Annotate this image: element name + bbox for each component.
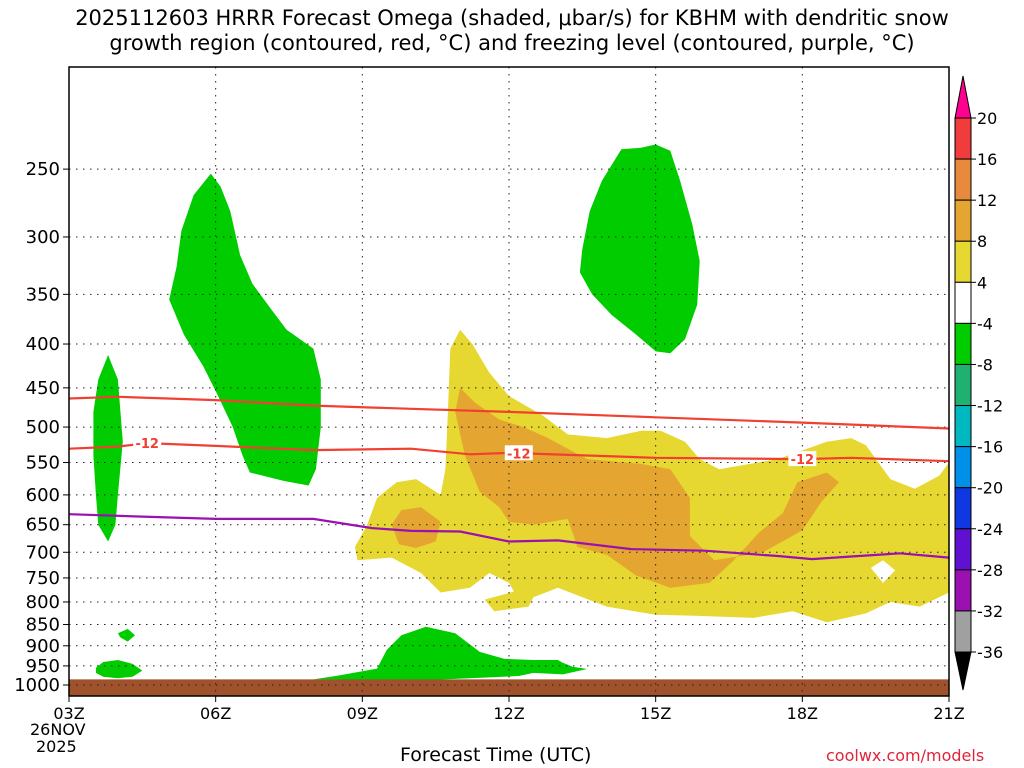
colorbar-segment-10 bbox=[954, 528, 972, 571]
y-axis: 2503003504004505005506006507007508008509… bbox=[14, 159, 69, 696]
source-credit: coolwx.com/models bbox=[826, 746, 985, 765]
y-tick-label-800: 800 bbox=[26, 592, 60, 613]
colorbar-label-8: -16 bbox=[977, 438, 1003, 457]
contours: -12 -12 -12 bbox=[69, 395, 949, 561]
x-axis: 03Z 06Z 09Z 12Z 15Z 18Z 21Z bbox=[53, 696, 965, 723]
y-tick-label-850: 850 bbox=[26, 615, 60, 636]
x-tick-label-03Z: 03Z bbox=[53, 704, 84, 723]
omega-region-white-9 bbox=[870, 560, 896, 583]
colorbar-label-4: 4 bbox=[977, 273, 987, 292]
colorbar-segment-1 bbox=[954, 158, 972, 201]
omega-region-green-1 bbox=[169, 173, 321, 486]
colorbar: 20 16 12 8 4 -4 -8 -12 -16 -20 -24 -28 -32 -36 bbox=[954, 75, 1003, 691]
omega-region-orange-7 bbox=[455, 387, 839, 588]
y-tick-label-700: 700 bbox=[26, 542, 60, 563]
colorbar-cap-bottom bbox=[954, 651, 972, 691]
y-tick-label-300: 300 bbox=[26, 227, 60, 248]
y-tick-label-1000: 1000 bbox=[14, 675, 60, 696]
y-tick-label-600: 600 bbox=[26, 485, 60, 506]
omega-region-green-4 bbox=[95, 660, 143, 679]
colorbar-segment-0 bbox=[954, 117, 972, 160]
colorbar-label-1: 16 bbox=[977, 150, 997, 169]
chart-title-line-2: growth region (contoured, red, °C) and f… bbox=[109, 31, 915, 55]
y-tick-label-400: 400 bbox=[26, 334, 60, 355]
y-tick-label-750: 750 bbox=[26, 568, 60, 589]
y-tick-label-550: 550 bbox=[26, 453, 60, 474]
x-tick-label-15Z: 15Z bbox=[640, 704, 671, 723]
contour-label-1: -12 bbox=[507, 447, 531, 462]
colorbar-label-2: 12 bbox=[977, 191, 997, 210]
colorbar-segment-7 bbox=[954, 405, 972, 448]
y-tick-label-250: 250 bbox=[26, 159, 60, 180]
omega-shading bbox=[93, 144, 949, 680]
x-axis-label: Forecast Time (UTC) bbox=[400, 744, 592, 766]
colorbar-segment-6 bbox=[954, 363, 972, 407]
colorbar-label-12: -32 bbox=[977, 602, 1003, 621]
colorbar-label-0: 20 bbox=[977, 109, 997, 128]
colorbar-label-9: -20 bbox=[977, 479, 1003, 498]
colorbar-label-3: 8 bbox=[977, 232, 987, 251]
x-tick-label-06Z: 06Z bbox=[200, 704, 231, 723]
colorbar-label-10: -24 bbox=[977, 520, 1003, 539]
colorbar-segment-8 bbox=[954, 446, 972, 489]
contour-label-bg-1 bbox=[504, 445, 533, 461]
contour-label-bg-2 bbox=[788, 451, 817, 467]
omega-region-orange-8 bbox=[391, 507, 441, 548]
omega-region-green-3 bbox=[117, 628, 135, 642]
colorbar-segment-2 bbox=[954, 199, 972, 242]
contour-label-bg-0 bbox=[133, 435, 162, 451]
contour-label-0: -12 bbox=[135, 437, 159, 452]
colorbar-segment-3 bbox=[954, 240, 972, 283]
colorbar-label-13: -36 bbox=[977, 643, 1003, 662]
y-tick-label-500: 500 bbox=[26, 417, 60, 438]
colorbar-segment-12 bbox=[954, 610, 972, 653]
colorbar-cap-top bbox=[954, 75, 972, 119]
omega-region-green-2 bbox=[579, 144, 700, 354]
chart-title-line-1: 2025112603 HRRR Forecast Omega (shaded, … bbox=[75, 6, 949, 30]
purple-contour-2 bbox=[69, 513, 949, 561]
contour-label-2: -12 bbox=[791, 453, 815, 468]
omega-region-green-5 bbox=[313, 626, 588, 680]
colorbar-label-5: -4 bbox=[977, 314, 993, 333]
colorbar-label-6: -8 bbox=[977, 355, 993, 374]
x-tick-label-18Z: 18Z bbox=[787, 704, 818, 723]
start-year-label: 2025 bbox=[36, 737, 77, 756]
colorbar-label-11: -28 bbox=[977, 561, 1003, 580]
colorbar-segment-9 bbox=[954, 487, 972, 530]
y-tick-label-450: 450 bbox=[26, 378, 60, 399]
x-tick-label-21Z: 21Z bbox=[933, 704, 964, 723]
omega-region-green-0 bbox=[93, 355, 123, 542]
y-tick-label-650: 650 bbox=[26, 515, 60, 536]
ground-surface bbox=[69, 679, 949, 696]
y-tick-label-900: 900 bbox=[26, 636, 60, 657]
colorbar-label-7: -12 bbox=[977, 397, 1003, 416]
start-date-label: 26NOV bbox=[30, 720, 86, 739]
y-tick-label-350: 350 bbox=[26, 284, 60, 305]
x-tick-label-12Z: 12Z bbox=[493, 704, 524, 723]
colorbar-segment-11 bbox=[954, 569, 972, 612]
red-contour-0 bbox=[69, 395, 949, 430]
colorbar-segment-4 bbox=[954, 281, 972, 324]
colorbar-segment-5 bbox=[954, 322, 972, 365]
y-tick-label-950: 950 bbox=[26, 656, 60, 677]
x-tick-label-09Z: 09Z bbox=[347, 704, 378, 723]
